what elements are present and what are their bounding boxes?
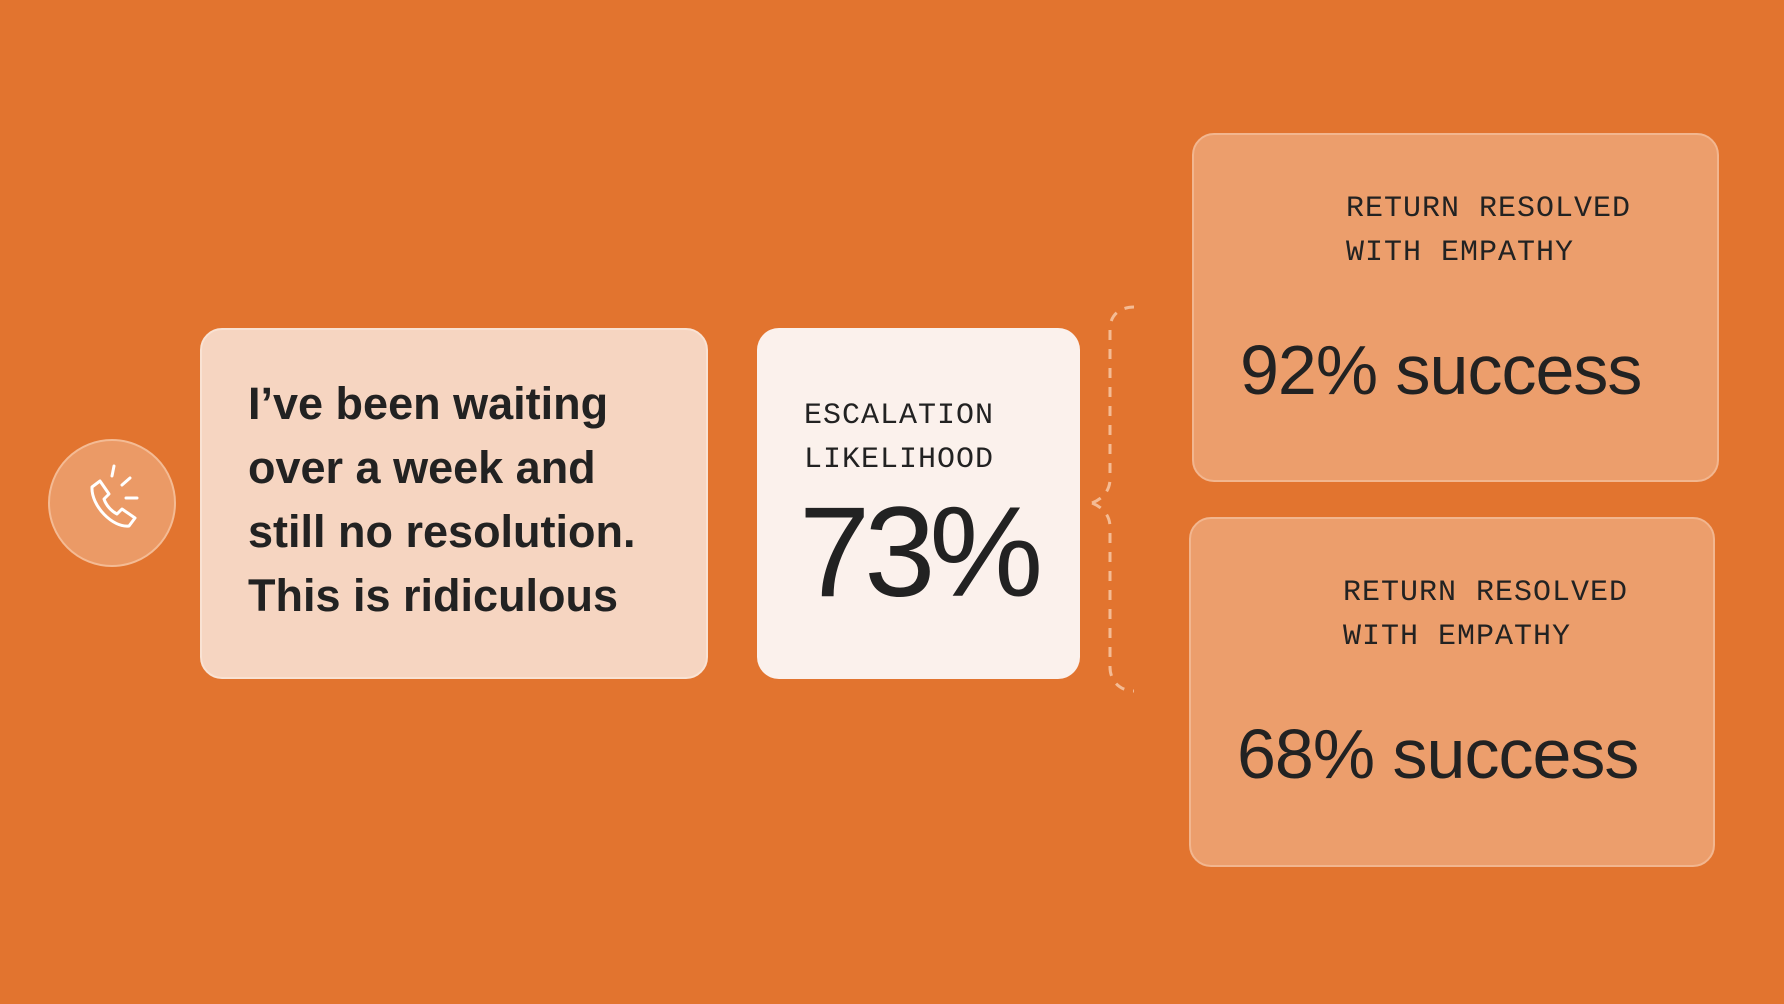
connector	[1091, 305, 1135, 693]
escalation-label: ESCALATION LIKELIHOOD	[804, 399, 995, 477]
escalation-value: 73%	[799, 481, 1043, 624]
phone-icon	[90, 464, 139, 528]
phone-badge	[48, 439, 176, 567]
outcome-card: RETURN RESOLVED WITH EMPATHY 92% success	[1192, 133, 1719, 482]
outcome-value: 68% success	[1237, 715, 1639, 793]
outcome-label: RETURN RESOLVED WITH EMPATHY	[1346, 192, 1632, 270]
quote-line: over a week and	[248, 442, 596, 493]
escalation-card: ESCALATION LIKELIHOOD 73%	[757, 328, 1080, 679]
quote-line: This is ridiculous	[248, 570, 619, 621]
quote-line: I’ve been waiting	[248, 378, 609, 429]
quote-card: I’ve been waiting over a week and still …	[200, 328, 708, 679]
quote-line: still no resolution.	[248, 506, 636, 557]
outcome-value: 92% success	[1240, 331, 1642, 409]
outcome-label: RETURN RESOLVED WITH EMPATHY	[1343, 576, 1629, 654]
outcome-card: RETURN RESOLVED WITH EMPATHY 68% success	[1189, 517, 1715, 867]
